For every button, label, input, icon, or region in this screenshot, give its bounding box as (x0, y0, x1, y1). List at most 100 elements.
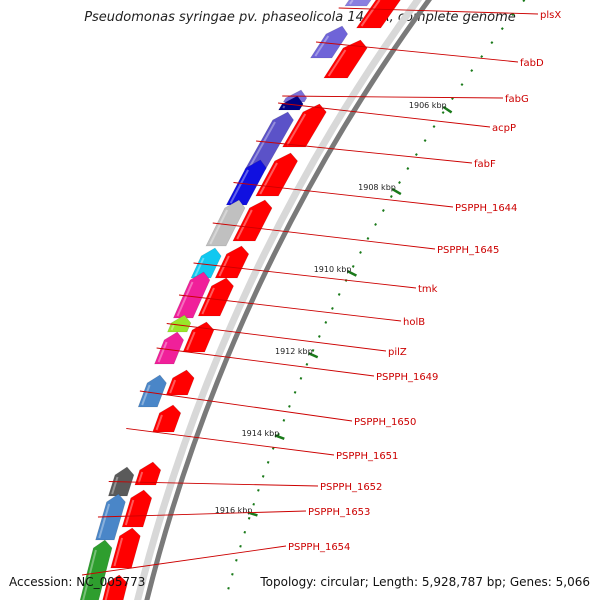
cds-segment (323, 39, 368, 79)
cds-segment (197, 277, 234, 317)
gene-label: plsX (540, 10, 561, 21)
ruler-minor-tick (337, 293, 341, 296)
ruler-minor-tick (261, 474, 265, 478)
gene-label: PSPPH_1654 (288, 542, 350, 553)
gene-plsx (344, 0, 372, 7)
ruler-major-tick (391, 187, 402, 196)
ruler-minor-tick (324, 321, 328, 324)
gene-pspph-1645-highlight (209, 209, 229, 245)
ruler-label: 1912 kbp (275, 347, 313, 356)
gene-acpp-highlight (282, 105, 286, 109)
ruler-major-tick (274, 434, 285, 441)
cds-segment-highlight (186, 331, 196, 351)
cds-segment-highlight (137, 471, 144, 484)
cds-segment (214, 245, 250, 279)
gene-tmk-highlight (194, 257, 205, 277)
label-layer: plsX fabD fabG acpP fabF PSPPH_1644 PSPPH_1645… (82, 7, 561, 576)
ruler-minor-tick (389, 195, 393, 198)
gene-pspph-1644 (225, 159, 267, 206)
label-leader (282, 95, 504, 99)
cds-segment (102, 574, 128, 600)
ruler-minor-tick (257, 488, 260, 492)
ruler-minor-tick (432, 125, 436, 129)
gene-label: PSPPH_1649 (376, 372, 438, 383)
ruler-minor-tick (227, 586, 230, 590)
cds-segment (152, 404, 182, 433)
label-leader (156, 347, 375, 377)
gene-label: pilZ (388, 347, 407, 358)
label-leader (82, 545, 287, 576)
gene-pspph-1654-highlight (82, 549, 97, 600)
ruler-major-tick (308, 352, 319, 359)
ruler-minor-tick (406, 167, 410, 170)
cds-segment (355, 0, 401, 29)
cds-segment (121, 489, 153, 528)
ruler-minor-tick (500, 27, 504, 31)
ruler-minor-tick (470, 69, 474, 73)
ruler-minor-tick (490, 41, 494, 45)
label-leader (256, 140, 473, 164)
ruler-minor-tick (351, 265, 355, 268)
gene-label: fabD (520, 58, 544, 69)
cds-segment-highlight (155, 414, 163, 431)
gene-label: PSPPH_1645 (437, 245, 499, 256)
ruler-label: 1906 kbp (409, 101, 447, 110)
gene-pilz (167, 314, 192, 333)
label-leader (139, 390, 353, 422)
ruler-minor-tick (317, 334, 321, 338)
ruler-major-tick (442, 105, 453, 114)
gene-pspph-1645 (205, 199, 246, 247)
ruler-minor-tick (277, 432, 280, 436)
ruler-minor-tick (359, 251, 362, 254)
label-leader (97, 510, 307, 518)
cds-segment-highlight (113, 537, 124, 567)
ruler-minor-tick (231, 572, 234, 576)
accession-text: Accession: NC_005773 (9, 575, 146, 589)
ruler-minor-tick (480, 55, 484, 59)
ruler-minor-tick (374, 223, 377, 226)
gene-holb (172, 271, 211, 319)
gene-label: PSPPH_1653 (308, 507, 370, 518)
ruler-minor-tick (252, 502, 256, 506)
ruler-layer: 1906 kbp 1908 kbp 1910 kbp 1912 kbp 1914 kbp… (215, 0, 526, 590)
ruler-minor-tick (366, 237, 370, 240)
label-leader (108, 481, 319, 487)
ruler-label: 1910 kbp (314, 265, 352, 274)
ruler-minor-tick (414, 153, 418, 156)
cds-segment-highlight (360, 0, 381, 27)
label-leader (178, 294, 402, 322)
gene-pilz-highlight (170, 324, 175, 331)
gene-pspph-1644-highlight (229, 169, 249, 204)
ruler-minor-tick (423, 139, 427, 142)
ruler-minor-tick (398, 181, 401, 184)
ruler-major-tick (346, 269, 357, 277)
ruler-minor-tick (243, 530, 247, 534)
cds-segment-highlight (327, 49, 347, 77)
gene-fabd (309, 25, 349, 59)
ruler-minor-tick (299, 376, 303, 380)
cds-segment-highlight (236, 209, 253, 240)
ruler-minor-tick (235, 558, 238, 562)
ruler-minor-tick (305, 362, 309, 366)
ruler-minor-tick (266, 460, 270, 464)
gene-label: fabF (474, 159, 496, 170)
gene-label: PSPPH_1651 (336, 451, 398, 462)
cds-segment (232, 199, 273, 242)
gene-acpp (278, 95, 304, 111)
ruler-minor-tick (311, 348, 315, 352)
summary-text: Topology: circular; Length: 5,928,787 bp… (260, 575, 590, 589)
ruler-label: 1916 kbp (215, 506, 253, 515)
gene-pspph-1652-highlight (111, 476, 119, 495)
gene-pspph-1654 (79, 539, 113, 600)
gene-label: PSPPH_1650 (354, 417, 416, 428)
backbone-arc (144, 0, 433, 600)
cds-segment (165, 369, 195, 396)
cds-segment (134, 461, 162, 486)
ruler-minor-tick (460, 83, 464, 87)
gene-pspph-1650 (137, 374, 167, 408)
cds-segment-highlight (104, 584, 111, 600)
gene-label: PSPPH_1652 (320, 482, 382, 493)
gene-pspph-1649-highlight (157, 341, 168, 363)
ruler-minor-tick (381, 209, 385, 212)
